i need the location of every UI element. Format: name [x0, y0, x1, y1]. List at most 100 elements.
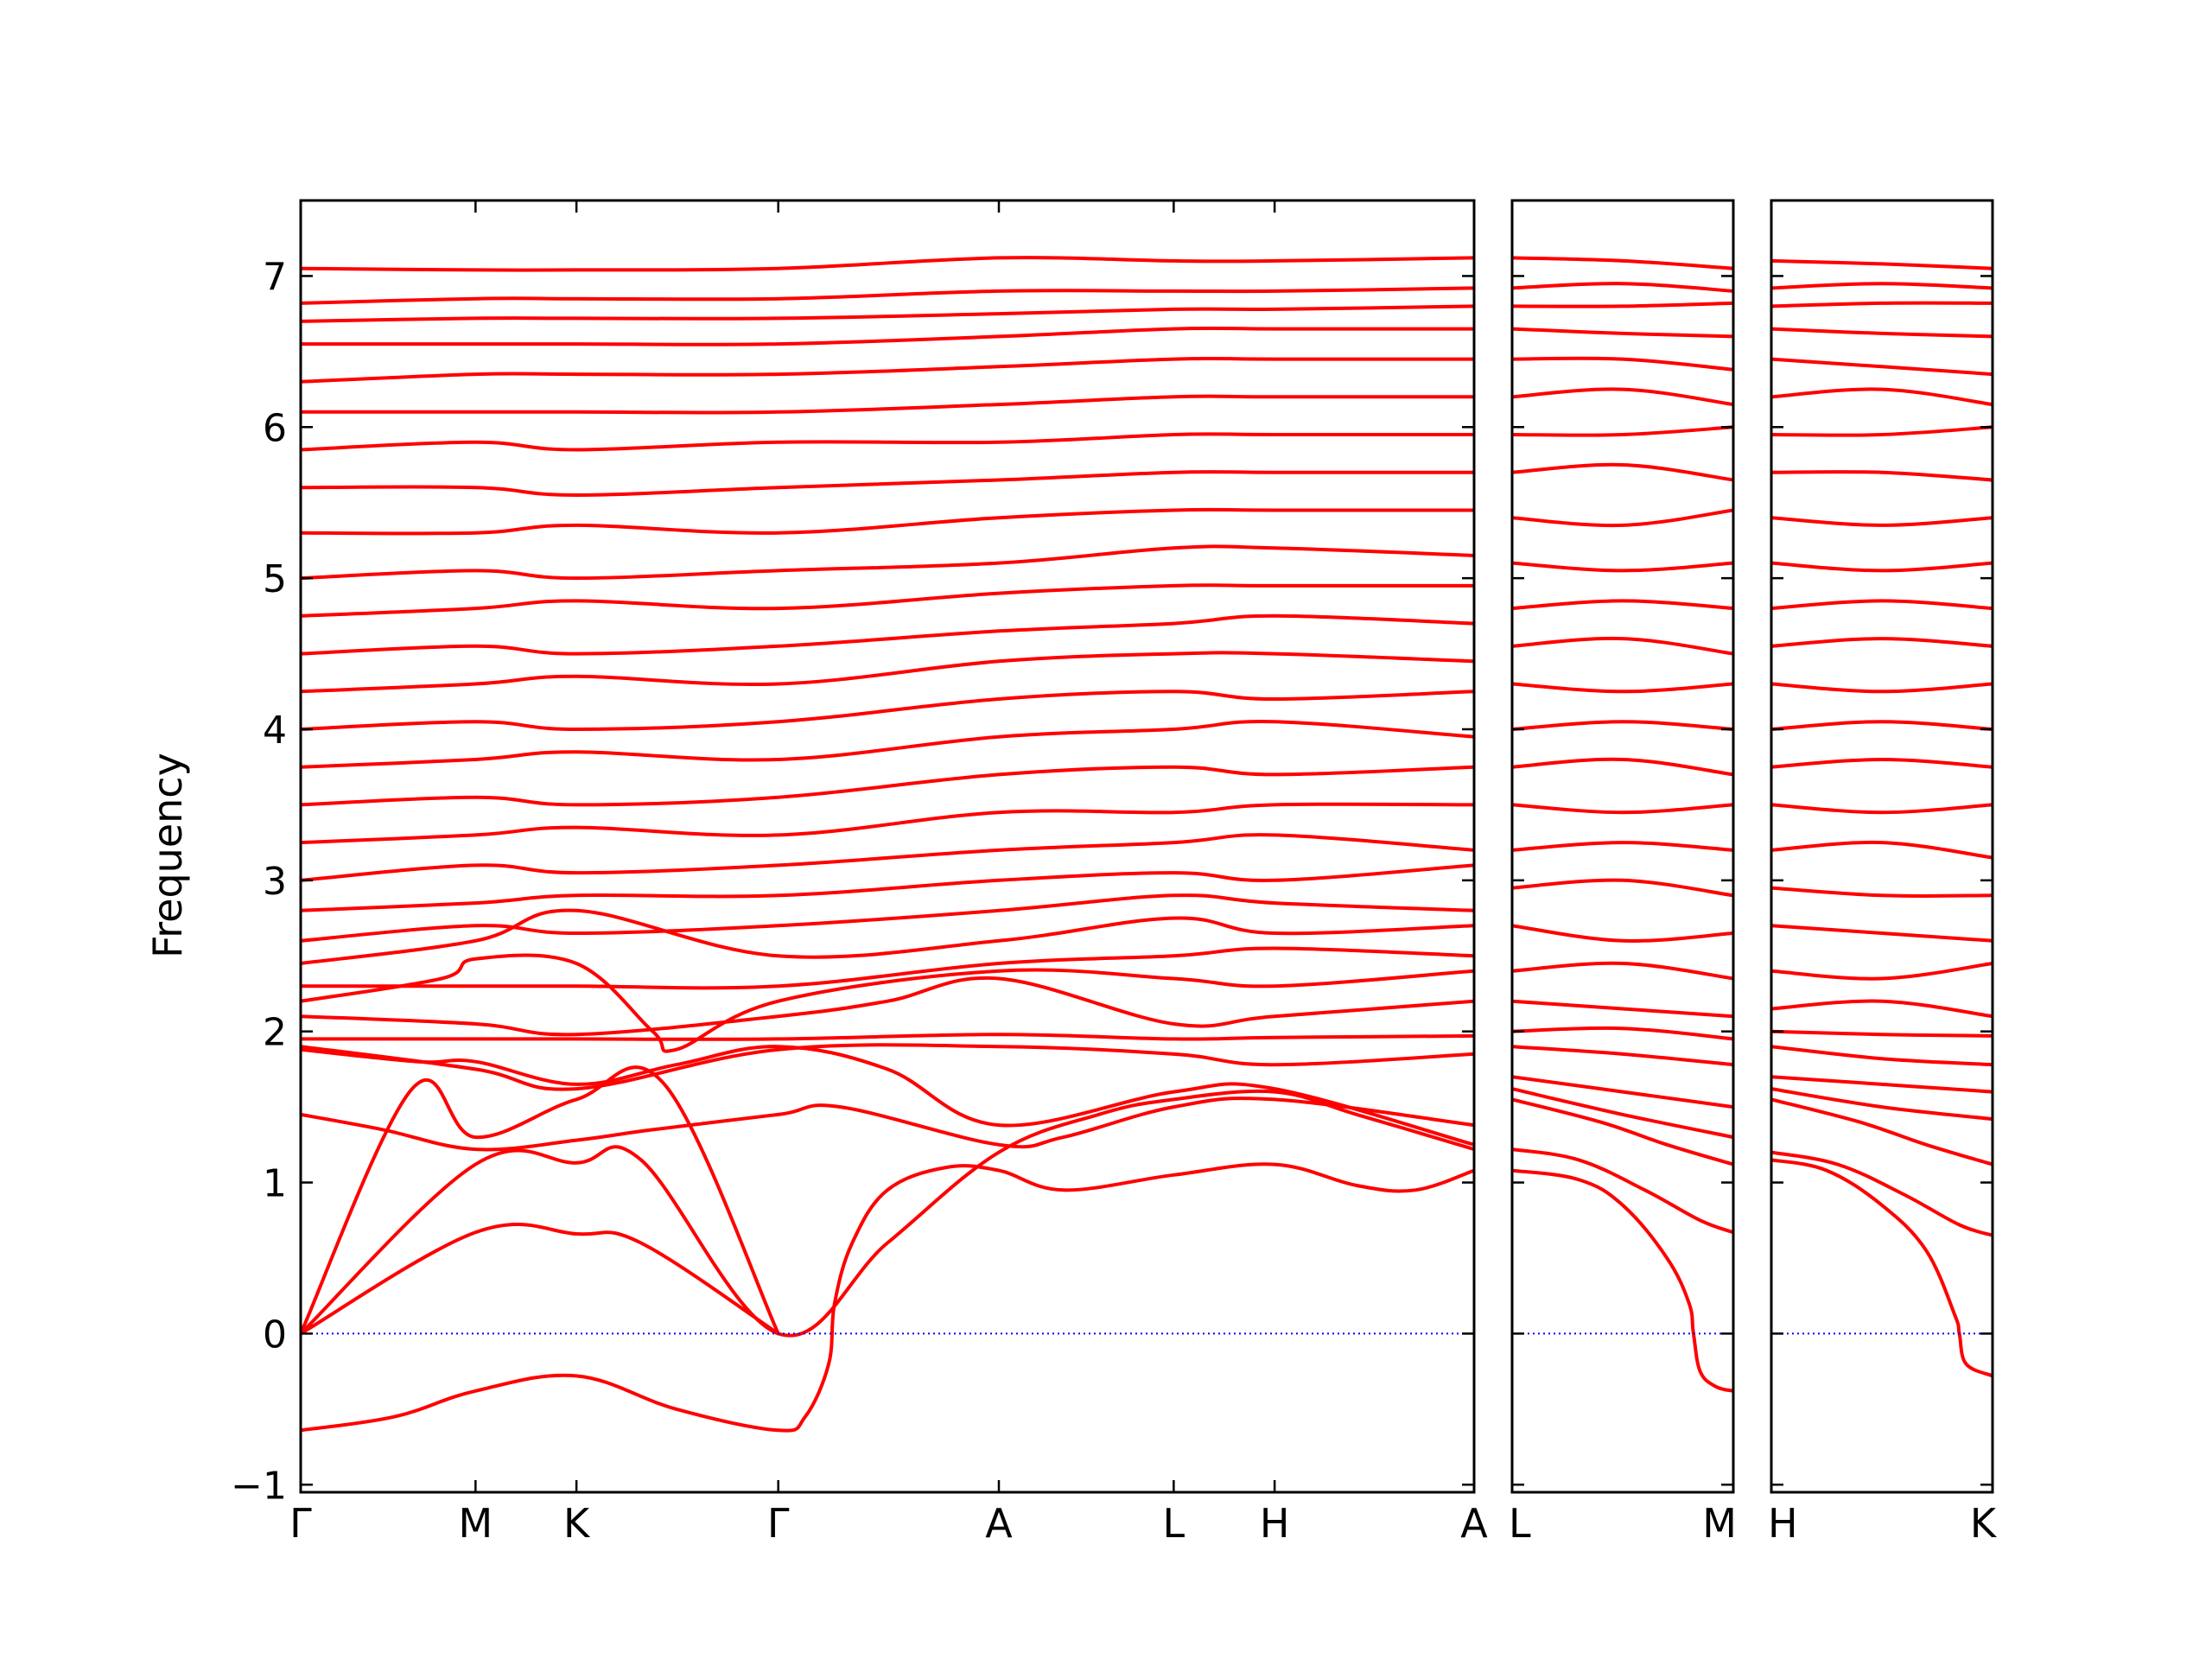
y-axis-label: Frequency	[144, 753, 191, 958]
y-tick-label: 4	[263, 709, 287, 753]
band-line	[1512, 999, 1733, 1019]
band-line	[1771, 425, 1993, 437]
band-line	[1771, 357, 1993, 377]
band-line	[301, 1045, 1474, 1147]
band-line	[1771, 387, 1993, 407]
band-line	[1512, 387, 1733, 407]
band-line	[1512, 682, 1733, 694]
band-line	[1771, 720, 1993, 731]
band-line	[1771, 637, 1993, 648]
band-line	[1512, 327, 1733, 339]
band-line	[301, 304, 1474, 323]
panel-1: −1 0 1 2 3 4 5 6 7 Γ M K Γ A L H A	[231, 199, 1488, 1547]
band-line	[1771, 1075, 1993, 1094]
band-line	[301, 470, 1474, 497]
x-tick-label: Γ	[289, 1500, 312, 1547]
band-line	[1512, 256, 1733, 270]
band-line	[301, 719, 1474, 769]
band-line	[301, 286, 1474, 305]
band-line	[301, 432, 1474, 452]
band-line	[301, 976, 1474, 1037]
y-tick-label: 5	[263, 557, 287, 601]
band-line	[1512, 1026, 1733, 1041]
band-line	[1512, 1147, 1733, 1235]
panel-frame	[1770, 199, 1994, 1494]
x-tick-label: K	[563, 1500, 591, 1547]
band-line	[301, 1223, 780, 1336]
band-line	[301, 394, 1474, 415]
band-line	[1512, 356, 1733, 372]
band-line	[301, 1096, 1474, 1152]
band-line	[301, 893, 1474, 943]
band-line	[1512, 282, 1733, 293]
band-line	[1771, 301, 1993, 308]
band-line	[1771, 599, 1993, 611]
x-tick-label: Γ	[767, 1500, 790, 1547]
band-line	[301, 651, 1474, 694]
band-line	[1771, 999, 1993, 1019]
band-line	[1771, 258, 1993, 270]
band-line	[1512, 1045, 1733, 1067]
y-tick-label: 7	[263, 255, 287, 299]
band-line	[1512, 878, 1733, 898]
band-lines	[301, 256, 1474, 1433]
band-line	[1512, 841, 1733, 852]
band-line	[301, 256, 1474, 272]
band-line	[301, 544, 1474, 581]
band-lines	[1771, 258, 1993, 1378]
band-line	[1512, 1087, 1733, 1140]
band-line	[301, 1089, 1474, 1338]
band-line	[1771, 282, 1993, 290]
band-line	[1771, 1045, 1993, 1067]
y-tick-label: 2	[263, 1011, 287, 1055]
band-line	[1771, 682, 1993, 694]
band-line	[1771, 470, 1993, 482]
band-line	[1512, 924, 1733, 943]
x-tick-label: K	[1970, 1500, 1998, 1547]
band-line	[301, 765, 1474, 807]
y-tick-label: 1	[263, 1162, 287, 1206]
y-tick-label: −1	[231, 1464, 287, 1508]
band-line	[301, 953, 1474, 1053]
band-line	[1771, 1087, 1993, 1122]
x-tick-label: M	[458, 1500, 493, 1547]
band-line	[1771, 840, 1993, 860]
x-tick-label: A	[985, 1500, 1013, 1547]
panel-frame	[1510, 199, 1735, 1494]
band-line	[1512, 561, 1733, 573]
band-line	[301, 946, 1474, 990]
band-line	[1771, 962, 1993, 981]
band-line	[1512, 301, 1733, 308]
band-line	[1771, 1097, 1993, 1166]
band-line	[1512, 720, 1733, 731]
band-line	[301, 507, 1474, 536]
band-line	[1512, 803, 1733, 815]
band-line	[301, 863, 1474, 912]
band-line	[301, 908, 1474, 965]
band-line	[1512, 462, 1733, 482]
band-line	[1771, 327, 1993, 339]
x-tick-label: A	[1460, 1500, 1488, 1547]
band-line	[1512, 961, 1733, 981]
band-line	[1771, 1158, 1993, 1378]
x-tick-label: M	[1702, 1500, 1737, 1547]
band-line	[1771, 1150, 1993, 1237]
band-line	[301, 583, 1474, 618]
band-line	[1771, 758, 1993, 769]
band-line	[301, 613, 1474, 656]
band-line	[1512, 1168, 1733, 1393]
band-line	[301, 1043, 1474, 1091]
band-line	[301, 1162, 1474, 1433]
band-line	[1512, 1097, 1733, 1166]
band-line	[1512, 757, 1733, 777]
band-lines	[1512, 256, 1733, 1393]
band-line	[301, 1065, 780, 1336]
x-tick-label: H	[1768, 1500, 1798, 1547]
band-line	[1512, 636, 1733, 656]
band-line	[1771, 516, 1993, 527]
